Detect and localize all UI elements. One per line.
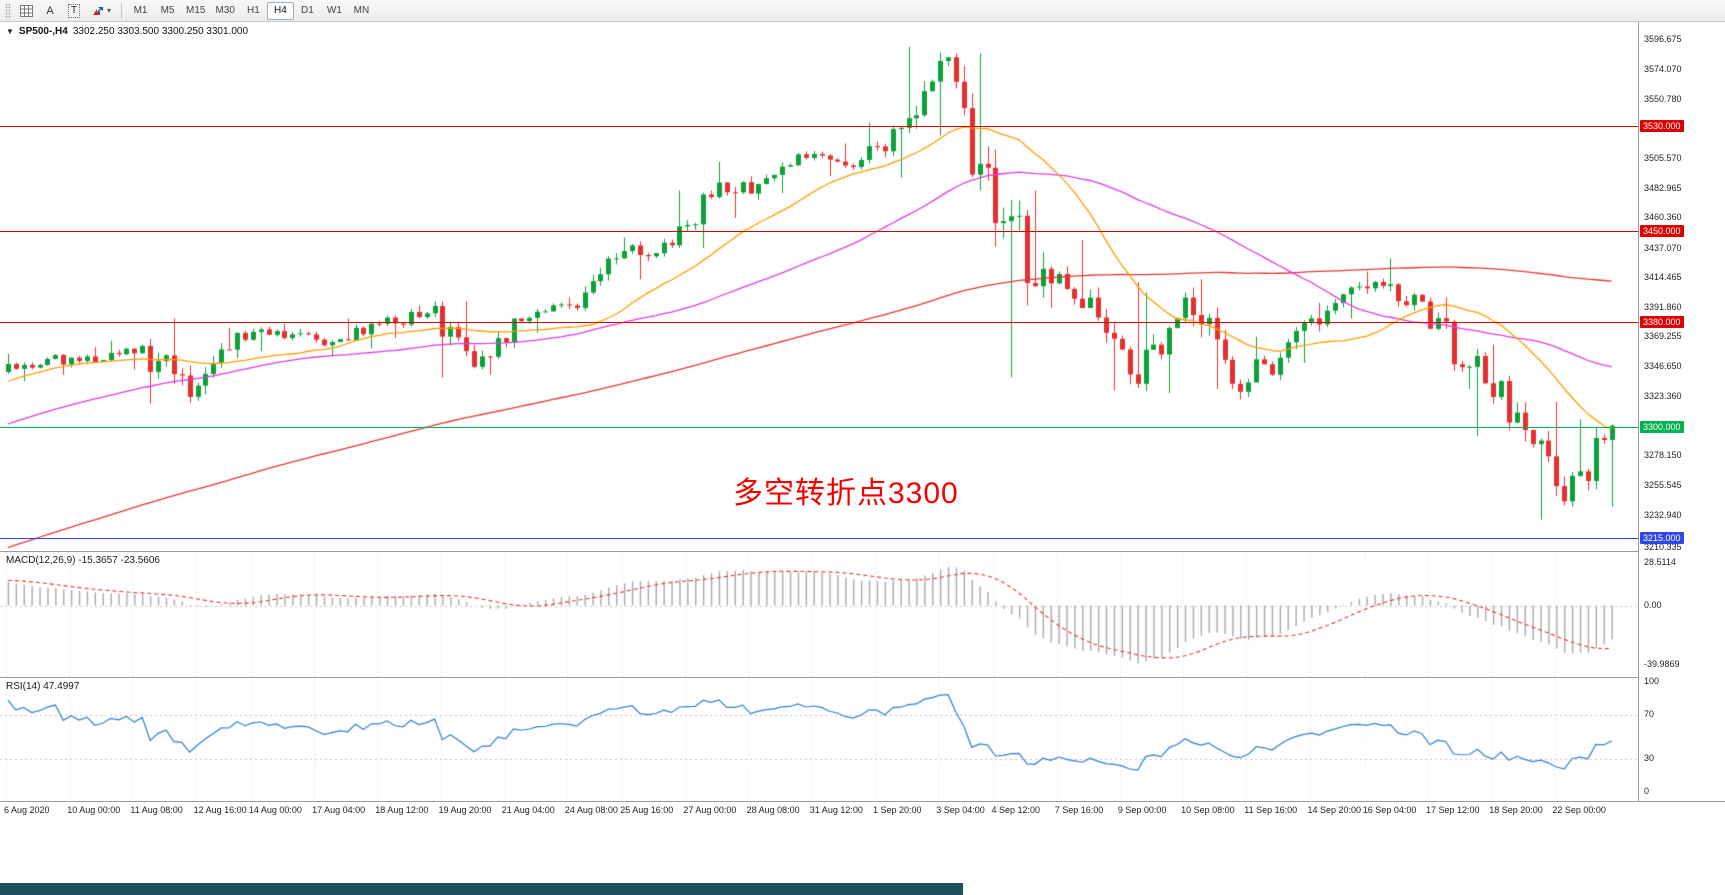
price-tick-label: 3505.570 [1644, 153, 1682, 164]
time-axis-label: 19 Aug 20:00 [438, 805, 492, 815]
time-axis-label: 14 Aug 00:00 [248, 805, 302, 815]
time-axis-label: 11 Aug 08:00 [130, 805, 183, 815]
chart-header: ▼ SP500-,H4 3302.250 3303.500 3300.250 3… [6, 26, 248, 37]
price-tick-label: 3460.360 [1644, 212, 1682, 223]
time-axis-label: 10 Aug 00:00 [67, 805, 121, 815]
price-badge-3450.000: 3450.000 [1640, 225, 1684, 237]
macd-indicator-panel: MACD(12,26,9) -15.3657 -23.5606 [0, 551, 1638, 677]
rsi-axis-label: 100 [1644, 676, 1660, 686]
text-label-icon: T [67, 3, 81, 18]
time-axis-label: 18 Sep 20:00 [1489, 805, 1543, 815]
time-axis-label: 6 Aug 2020 [4, 805, 50, 815]
grid-icon [19, 4, 33, 17]
ohlc-quote-label: 3302.250 3303.500 3300.250 3301.000 [72, 26, 249, 37]
price-tick-label: 3278.150 [1644, 450, 1682, 461]
macd-axis-label: 0.00 [1644, 599, 1662, 610]
price-tick-label: 3596.675 [1644, 34, 1682, 45]
hline-3530.000[interactable] [0, 126, 1638, 127]
rsi-axis-label: 0 [1644, 786, 1650, 796]
rsi-canvas[interactable] [0, 678, 1638, 801]
time-axis-label: 9 Sep 00:00 [1117, 805, 1167, 815]
time-axis-label: 28 Aug 08:00 [746, 805, 800, 815]
price-tick-label: 3437.070 [1644, 242, 1682, 253]
time-axis-label: 27 Aug 00:00 [683, 805, 737, 815]
text-label-button[interactable]: T [63, 2, 85, 20]
symbol-timeframe-label: SP500-,H4 [18, 26, 68, 37]
rsi-label: RSI(14) 47.4997 [6, 681, 80, 692]
price-tick-label: 3210.335 [1644, 542, 1682, 553]
time-axis-label: 1 Sep 20:00 [873, 805, 922, 815]
chevron-down-icon: ▾ [107, 6, 112, 15]
price-tick-label: 3255.545 [1644, 479, 1682, 490]
toolbar: A T ▾ M1 M5 M15 M30 H1 H4 D1 W1 MN [0, 0, 1725, 22]
price-tick-label: 3550.780 [1644, 94, 1682, 105]
rsi-axis-label: 70 [1644, 709, 1655, 719]
rsi-indicator-panel: RSI(14) 47.4997 [0, 677, 1638, 801]
time-axis-label: 31 Aug 12:00 [809, 805, 863, 815]
time-axis-label: 10 Sep 08:00 [1181, 805, 1235, 815]
tf-button-m30[interactable]: M30 [215, 5, 235, 16]
hline-3300.000[interactable] [0, 427, 1638, 428]
arrows-icon [93, 6, 103, 15]
time-axis-label: 17 Aug 04:00 [312, 805, 366, 815]
tf-button-m5[interactable]: M5 [160, 5, 175, 16]
time-axis-label: 11 Sep 16:00 [1244, 805, 1298, 815]
time-axis-label: 24 Aug 08:00 [564, 805, 618, 815]
taskbar-strip [0, 883, 963, 895]
price-badge-3530.000: 3530.000 [1640, 120, 1684, 132]
symbol-dropdown-icon[interactable]: ▼ [6, 27, 14, 36]
time-axis-label: 3 Sep 04:00 [936, 805, 985, 815]
hline-3215.000[interactable] [0, 538, 1638, 539]
price-tick-label: 3574.070 [1644, 63, 1682, 74]
tf-button-mn[interactable]: MN [353, 5, 370, 16]
tf-button-w1[interactable]: W1 [326, 5, 342, 16]
tf-button-m1[interactable]: M1 [133, 5, 148, 16]
macd-axis-label: -39.9869 [1644, 659, 1680, 670]
tf-button-h4[interactable]: H4 [266, 1, 294, 20]
time-axis-label: 21 Aug 04:00 [501, 805, 555, 815]
text-annotation-label: A [46, 4, 54, 17]
hline-3450.000[interactable] [0, 231, 1638, 232]
time-axis[interactable]: 6 Aug 2020 10 Aug 00:00 11 Aug 08:00 12 Aug… [0, 801, 1725, 818]
tf-button-m15[interactable]: M15 [186, 5, 206, 16]
price-scale[interactable]: 3530.000 3450.000 3380.000 3300.000 3215.000… [1638, 22, 1725, 801]
time-axis-label: 17 Sep 12:00 [1426, 805, 1480, 815]
time-axis-label: 14 Sep 20:00 [1307, 805, 1362, 815]
macd-canvas[interactable] [0, 552, 1638, 677]
macd-label: MACD(12,26,9) -15.3657 -23.5606 [6, 555, 160, 566]
price-tick-label: 3482.965 [1644, 182, 1682, 193]
tf-button-h1[interactable]: H1 [247, 5, 260, 16]
time-axis-label: 4 Sep 12:00 [991, 805, 1041, 815]
chart-grid-button[interactable] [15, 2, 37, 20]
time-axis-label: 16 Sep 04:00 [1362, 805, 1417, 815]
price-tick-label: 3323.360 [1644, 391, 1682, 402]
price-tick-label: 3391.860 [1644, 301, 1682, 312]
macd-axis-label: 28.5114 [1644, 556, 1676, 567]
toolbar-drag-handle[interactable] [5, 2, 11, 19]
timeframe-button-group: M1 M5 M15 M30 H1 H4 D1 W1 MN [127, 1, 375, 20]
time-axis-label: 12 Aug 16:00 [193, 805, 247, 815]
price-tick-label: 3369.255 [1644, 331, 1682, 342]
time-axis-label: 7 Sep 16:00 [1054, 805, 1104, 815]
price-badge-3380.000: 3380.000 [1640, 316, 1684, 328]
chart-text-annotation[interactable]: 多空转折点3300 [733, 477, 959, 510]
time-axis-label: 22 Sep 00:00 [1552, 805, 1606, 815]
price-badge-3215.000: 3215.000 [1640, 532, 1684, 544]
hline-3380.000[interactable] [0, 322, 1638, 323]
toolbar-separator [121, 2, 123, 19]
tf-button-d1[interactable]: D1 [301, 5, 314, 16]
price-chart-panel: ▼ SP500-,H4 3302.250 3303.500 3300.250 3… [0, 22, 1638, 551]
price-tick-label: 3232.940 [1644, 509, 1682, 520]
text-annotation-button[interactable]: A [39, 2, 61, 20]
price-tick-label: 3414.465 [1644, 272, 1682, 283]
time-axis-label: 25 Aug 16:00 [620, 805, 674, 815]
candlestick-chart-canvas[interactable] [0, 22, 1638, 551]
arrow-objects-button[interactable]: ▾ [87, 2, 115, 20]
price-tick-label: 3346.650 [1644, 360, 1682, 371]
time-axis-label: 18 Aug 12:00 [375, 805, 429, 815]
rsi-axis-label: 30 [1644, 753, 1655, 763]
price-badge-3300.000: 3300.000 [1640, 421, 1684, 433]
